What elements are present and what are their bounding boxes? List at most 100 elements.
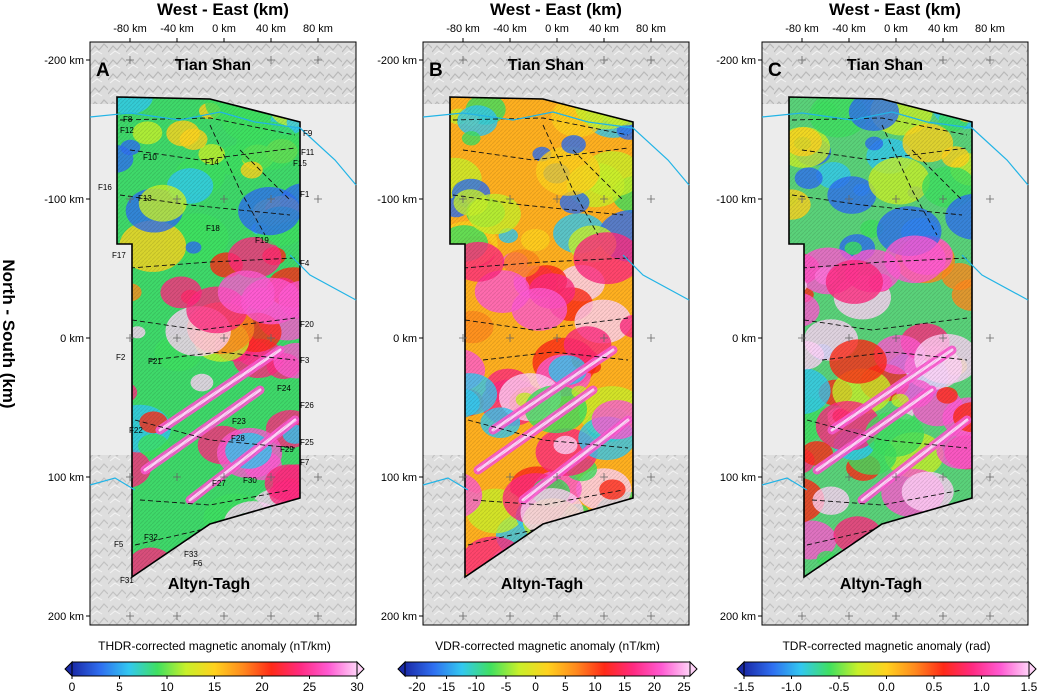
fault-label: F25 [300, 438, 314, 447]
grid-cross [314, 195, 322, 203]
fault-label: F11 [301, 148, 315, 157]
grid-cross [126, 56, 134, 64]
x-axis-title: West - East (km) [829, 0, 961, 19]
fault-label: F26 [300, 401, 314, 410]
colorbar-tick-label: 0 [69, 680, 76, 694]
y-tick-label: -100 km [716, 194, 756, 206]
x-tick-label: 40 km [928, 23, 958, 35]
grid-cross [314, 612, 322, 620]
grid-cross [986, 56, 994, 64]
river-line [961, 254, 1029, 301]
colorbar-tick-label: 0.0 [878, 680, 895, 694]
grid-cross [892, 612, 900, 620]
x-tick-label: -80 km [113, 23, 147, 35]
relief-north [423, 42, 689, 104]
grid-cross [126, 195, 134, 203]
colorbar-title: THDR-corrected magnetic anomaly (nT/km) [98, 639, 331, 653]
survey-boundary [449, 96, 634, 579]
grid-cross [600, 56, 608, 64]
colorbar-tick-label: 1.5 [1021, 680, 1038, 694]
x-tick-label: 0 km [212, 23, 236, 35]
grid-cross [939, 334, 947, 342]
grid-cross [845, 334, 853, 342]
y-tick-label: -200 km [377, 55, 417, 67]
grid-cross [798, 195, 806, 203]
grid-cross [600, 473, 608, 481]
fault-label: F19 [255, 236, 269, 245]
colorbar [71, 661, 358, 677]
grid-cross [459, 56, 467, 64]
river-line [622, 254, 690, 301]
grid-cross [553, 195, 561, 203]
colorbar-tick-label: 0 [532, 680, 539, 694]
river-line [422, 111, 554, 121]
colorbar-tick-label: 10 [160, 680, 174, 694]
grid-cross [220, 195, 228, 203]
x-tick-label: -40 km [160, 23, 194, 35]
panel-a: -80 km -40 km 0 km 40 km 80 km -200 km -100 km… [44, 0, 365, 694]
grid-cross [267, 195, 275, 203]
grid-cross [459, 195, 467, 203]
region-label-south: Altyn-Tagh [501, 576, 583, 593]
colorbar-min-triangle [397, 660, 406, 678]
grid-cross [845, 612, 853, 620]
map-frame [761, 41, 1029, 626]
region-label-north: Tian Shan [508, 57, 584, 74]
relief-north [762, 42, 1028, 104]
river-line [289, 254, 357, 301]
grid-cross [220, 612, 228, 620]
grid-cross [892, 195, 900, 203]
panel-c: -80 km -40 km 0 km 40 km 80 km -200 km -100 km… [716, 0, 1037, 694]
grid-cross [126, 473, 134, 481]
anomaly-map [789, 97, 972, 577]
fault-label: F32 [144, 533, 158, 542]
grid-cross [939, 195, 947, 203]
grid-cross [459, 334, 467, 342]
fault-label: F21 [148, 357, 162, 366]
y-tick-label: -200 km [716, 55, 756, 67]
colorbar-tick-label: 30 [350, 680, 364, 694]
grid-cross [267, 334, 275, 342]
grid-cross [798, 473, 806, 481]
fault-label: F4 [300, 259, 310, 268]
grid-cross [939, 612, 947, 620]
x-tick-label: 80 km [636, 23, 666, 35]
panel-b: -80 km -40 km 0 km 40 km 80 km-200 km-100 km… [377, 0, 698, 694]
grid-cross [647, 195, 655, 203]
map-frame [89, 41, 357, 626]
y-tick-label: 100 km [381, 472, 417, 484]
colorbar-tick-label: 20 [255, 680, 269, 694]
river-line [219, 111, 357, 186]
colorbar [743, 661, 1030, 677]
grid-cross [220, 473, 228, 481]
fault-label: F1 [300, 190, 310, 199]
fault-label: F29 [280, 445, 294, 454]
grid-cross [506, 195, 514, 203]
grid-cross [845, 195, 853, 203]
colorbar-tick-label: 5 [562, 680, 569, 694]
y-tick-label: 100 km [720, 472, 756, 484]
grid-cross [173, 334, 181, 342]
relief-north [90, 42, 356, 104]
colorbar-tick-label: -15 [438, 680, 456, 694]
x-tick-label: 80 km [975, 23, 1005, 35]
fault-label: F24 [277, 384, 291, 393]
survey-boundary [116, 96, 301, 579]
colorbar-tick-label: 5 [116, 680, 123, 694]
colorbar-tick-label: -1.0 [781, 680, 802, 694]
fault-label: F31 [120, 576, 134, 585]
fault-label: F30 [243, 476, 257, 485]
colorbar-tick-label: 1.0 [973, 680, 990, 694]
grid-cross [647, 612, 655, 620]
fault-label: F13 [138, 194, 152, 203]
grid-cross [459, 473, 467, 481]
colorbar-tick-label: -10 [468, 680, 486, 694]
x-tick-label: -80 km [785, 23, 819, 35]
grid-cross [267, 56, 275, 64]
panel-letter: A [96, 60, 110, 81]
colorbar-tick-label: 10 [588, 680, 602, 694]
grid-cross [267, 473, 275, 481]
panel-letter: C [768, 60, 782, 81]
y-tick-label: 0 km [732, 333, 756, 345]
region-label-south: Altyn-Tagh [840, 576, 922, 593]
